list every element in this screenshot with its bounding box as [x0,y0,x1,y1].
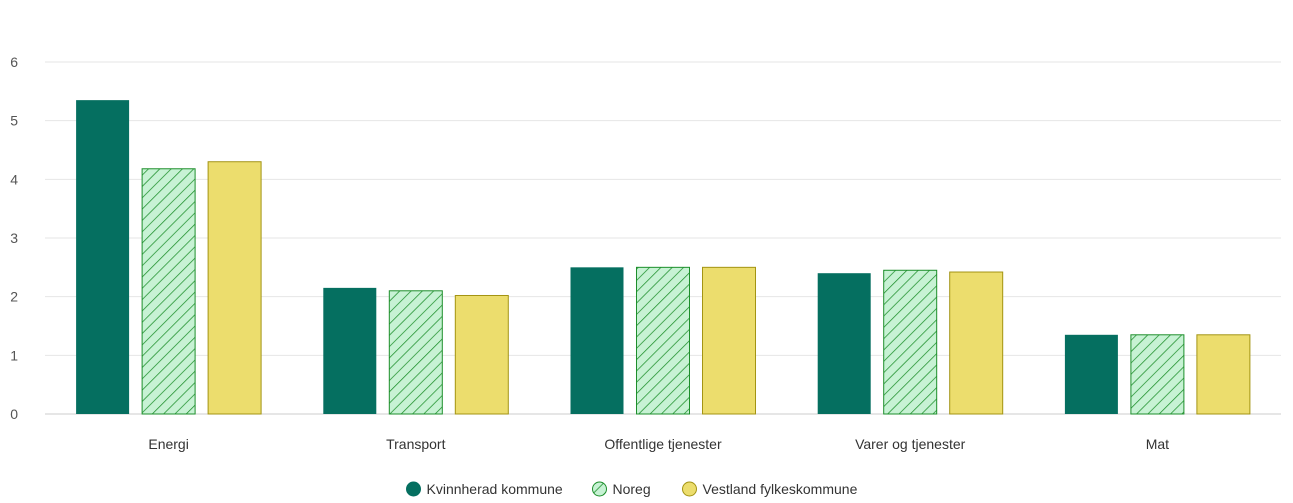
legend-swatch [682,481,697,497]
bar-kvinnherad[interactable] [570,267,624,414]
legend-swatch [406,481,421,497]
x-tick-label: Offentlige tjenester [604,436,722,452]
legend-item[interactable]: Vestland fylkeskommune [682,481,858,497]
bar-vestland[interactable] [454,294,509,415]
y-tick-label: 4 [10,171,18,187]
bar-noreg[interactable] [141,168,196,415]
legend-label: Kvinnherad kommune [427,481,563,497]
bars [76,100,1251,415]
legend-label: Noreg [613,481,651,497]
bar-kvinnherad[interactable] [76,100,130,414]
bar-vestland[interactable] [207,161,262,415]
bar-vestland[interactable] [1196,334,1251,415]
bar-kvinnherad[interactable] [817,273,871,414]
x-tick-label: Mat [1146,436,1169,452]
y-tick-label: 3 [10,230,18,246]
legend-item[interactable]: Noreg [592,481,651,497]
x-tick-label: Varer og tjenester [855,436,966,452]
legend-label: Vestland fylkeskommune [703,481,858,497]
bar-noreg[interactable] [636,266,690,415]
bar-noreg[interactable] [1130,334,1185,415]
y-tick-label: 1 [10,347,18,363]
y-axis: 0 1 2 3 4 5 6 [10,54,18,422]
y-tick-label: 0 [10,406,18,422]
y-tick-label: 5 [10,113,18,129]
bar-kvinnherad[interactable] [1064,334,1118,414]
legend-item[interactable]: Kvinnherad kommune [406,481,563,497]
legend: Kvinnherad kommune Noreg Vestland fylkesko… [406,481,858,497]
bar-kvinnherad[interactable] [323,287,377,414]
bar-vestland[interactable] [702,266,756,415]
y-tick-label: 2 [10,289,18,305]
bar-noreg[interactable] [883,269,938,415]
y-tick-label: 6 [10,54,18,70]
bar-vestland[interactable] [949,271,1004,415]
x-tick-label: Transport [386,436,446,452]
bar-noreg[interactable] [388,290,443,415]
x-axis: Energi Transport Offentlige tjenester Varer… [148,436,1169,452]
legend-swatch [592,481,607,497]
x-tick-label: Energi [148,436,188,452]
